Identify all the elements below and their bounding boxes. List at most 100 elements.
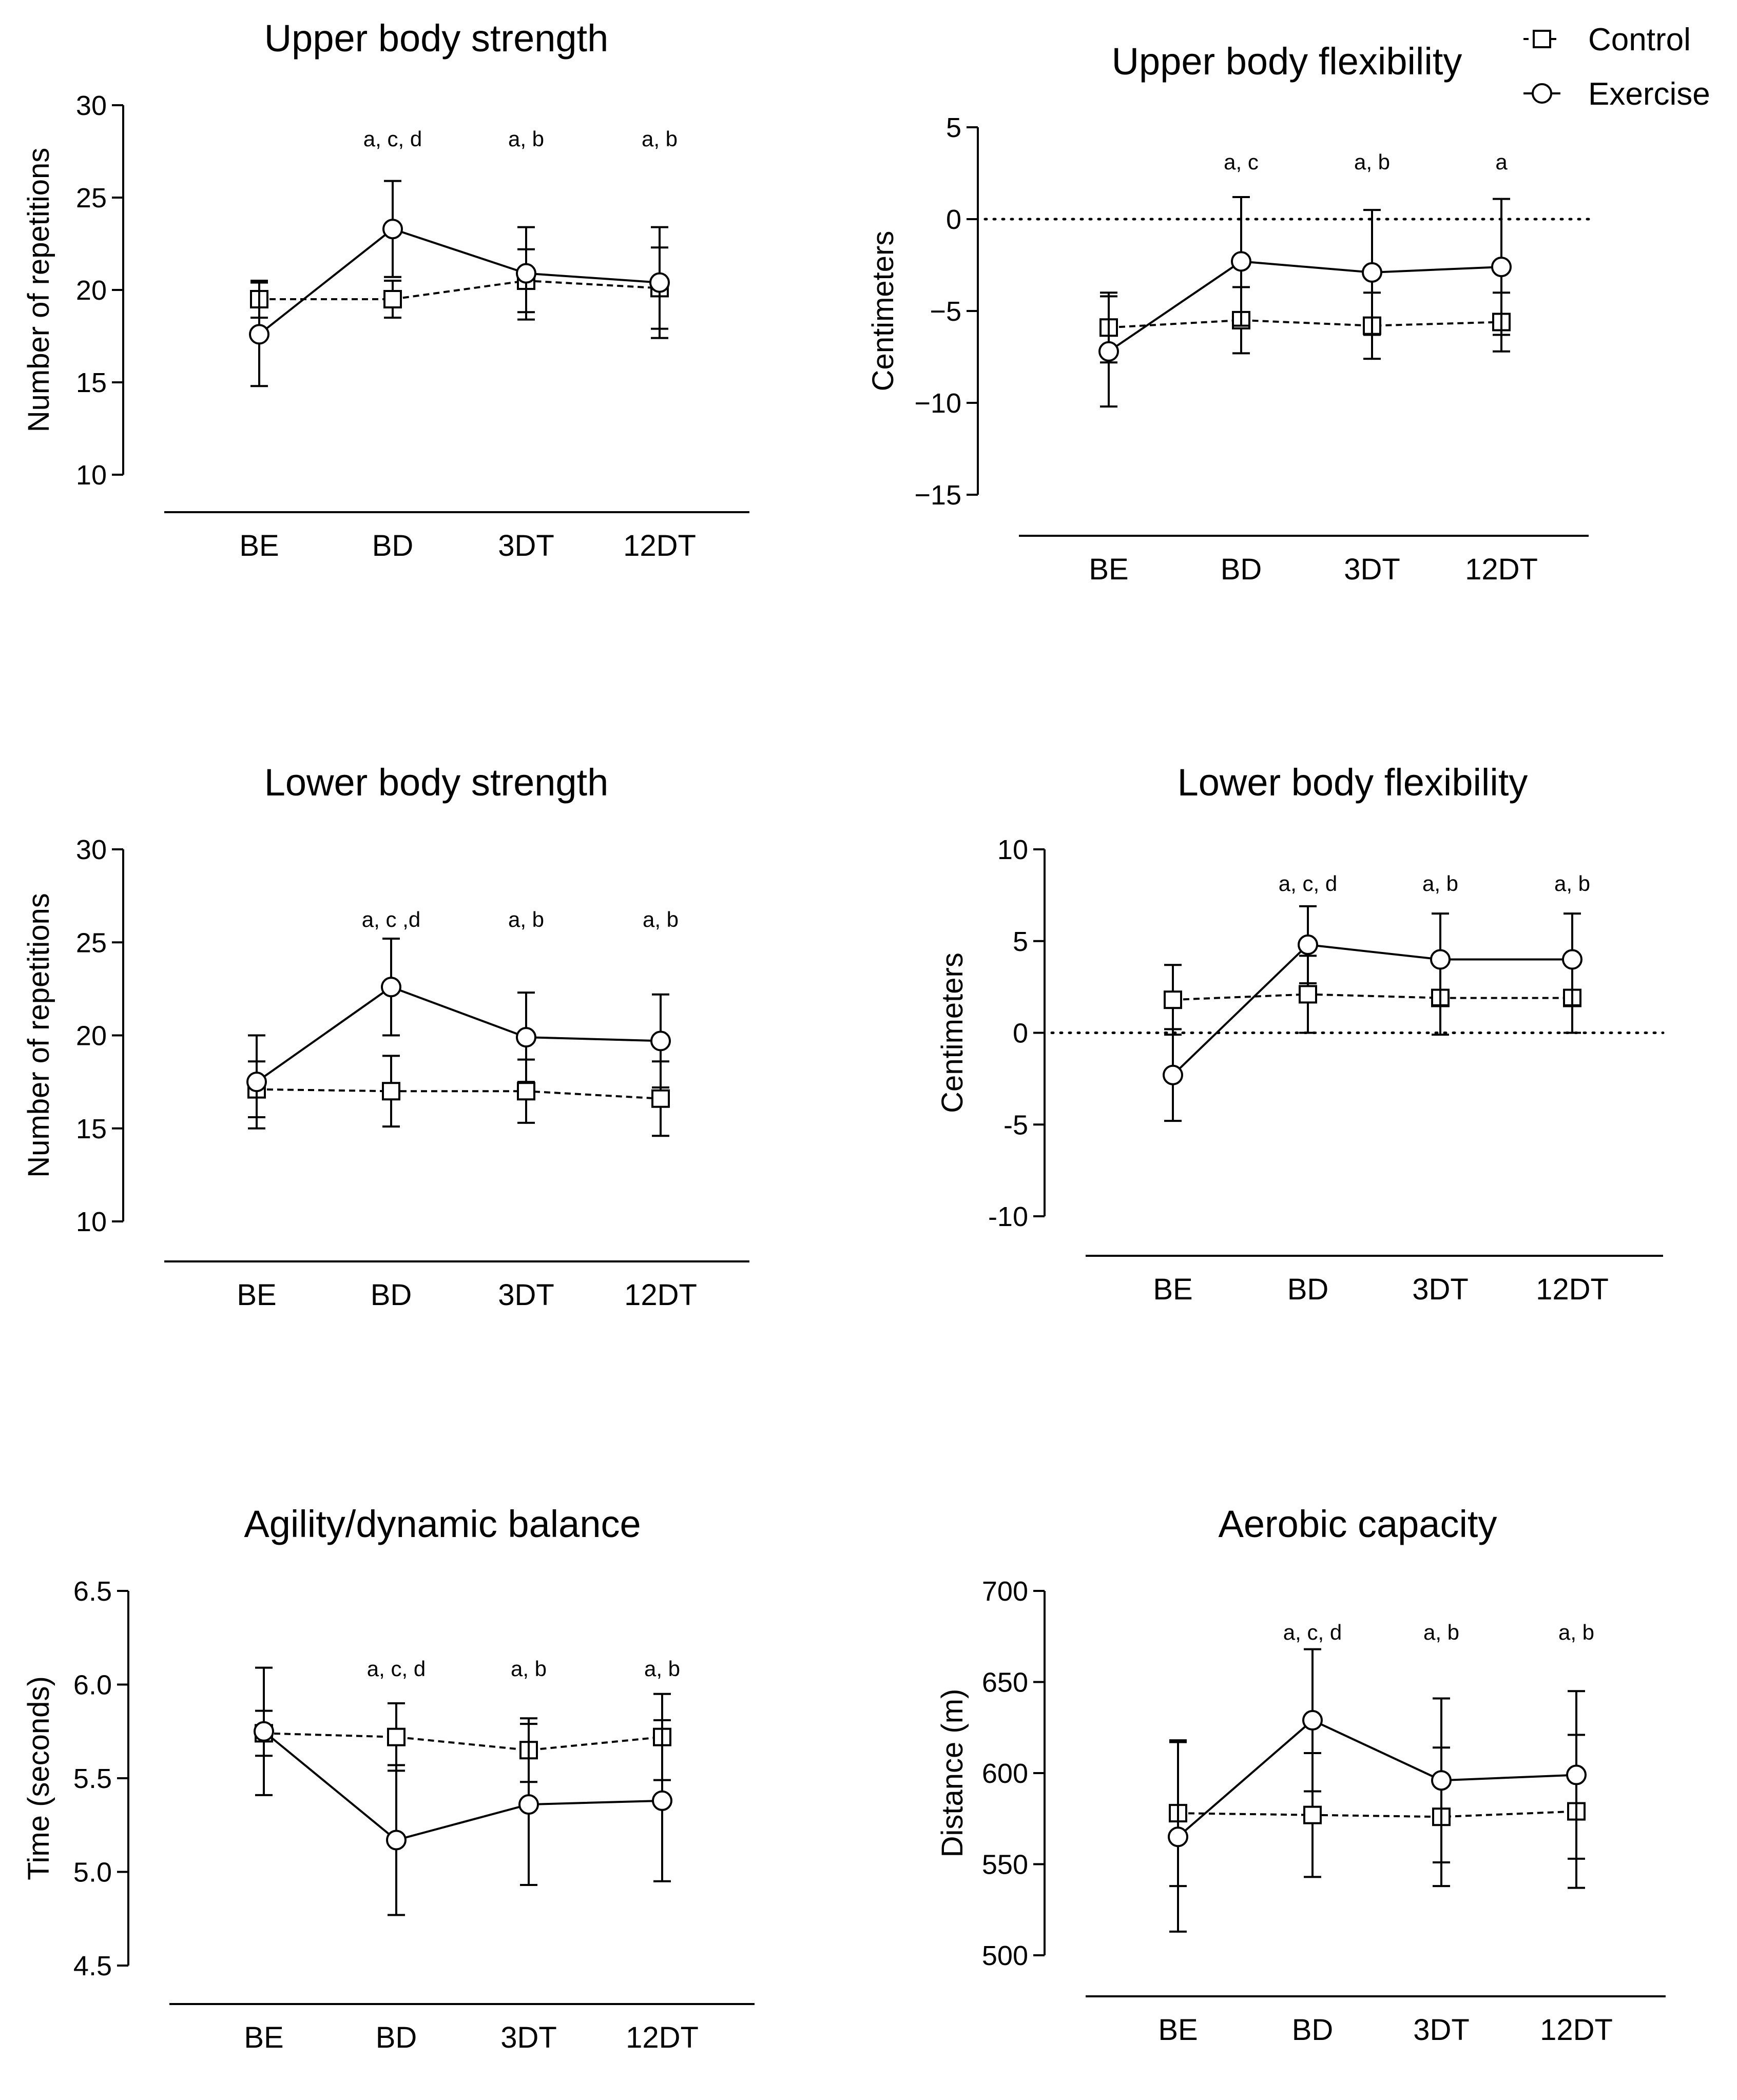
significance-annotation: a, b — [1558, 1620, 1594, 1644]
x-category-label: BD — [372, 529, 414, 562]
y-axis-label: Time (seconds) — [22, 1676, 55, 1880]
y-tick-label: 15 — [76, 1114, 107, 1144]
control-series-line — [1108, 319, 1502, 329]
y-tick-label: 5.0 — [73, 1857, 112, 1888]
significance-annotation: a, b — [1423, 1620, 1459, 1644]
control-series-line — [263, 1732, 663, 1752]
significance-annotation: a, b — [643, 907, 679, 931]
exercise-point — [1430, 949, 1451, 970]
exercise-point — [254, 1721, 274, 1742]
exercise-point — [516, 263, 536, 284]
y-tick-label: 4.5 — [73, 1951, 112, 1981]
exercise-point — [649, 272, 670, 293]
y-tick-label: 0 — [1013, 1018, 1028, 1049]
exercise-series-line — [258, 227, 660, 335]
significance-annotation: a, c, d — [363, 127, 422, 151]
panel-agility-dynamic-balance: Agility/dynamic balance Time (seconds) 4.5… — [22, 1503, 755, 2054]
y-tick-label: −15 — [914, 480, 961, 511]
y-tick-label: 6.0 — [73, 1670, 112, 1701]
legend-exercise-symbol — [1523, 83, 1560, 104]
exercise-point — [249, 324, 269, 345]
control-point — [517, 1082, 535, 1101]
exercise-point — [1362, 262, 1382, 283]
exercise-point — [246, 1072, 267, 1093]
x-category-label: BE — [1089, 553, 1128, 586]
y-axis-label: Distance (m) — [936, 1689, 969, 1858]
x-category-label: 3DT — [1412, 1273, 1469, 1306]
x-category-label: 3DT — [500, 2021, 557, 2054]
control-series-line — [1178, 1810, 1577, 1818]
control-series-line — [259, 279, 660, 300]
y-tick-label: 20 — [76, 275, 107, 306]
exercise-point — [1562, 949, 1582, 970]
y-tick-label: 5 — [946, 112, 961, 143]
y-tick-label: 20 — [76, 1021, 107, 1052]
y-tick-label: 30 — [76, 90, 107, 121]
x-category-label: BE — [237, 1278, 276, 1312]
exercise-point — [1566, 1764, 1587, 1785]
x-category-label: BE — [239, 529, 279, 562]
exercise-point — [382, 219, 403, 240]
significance-annotation: a, b — [508, 127, 544, 151]
y-axis-label: Centimeters — [936, 952, 969, 1113]
exercise-point — [518, 1794, 539, 1815]
y-tick-label: 30 — [76, 834, 107, 865]
control-point — [387, 1727, 406, 1746]
y-axis-label: Number of repetitions — [22, 893, 55, 1177]
control-point — [383, 290, 402, 308]
y-tick-label: 650 — [982, 1667, 1028, 1698]
significance-annotation: a — [1495, 150, 1508, 174]
x-category-label: 3DT — [498, 529, 554, 562]
chart-title: Lower body flexibility — [1178, 761, 1528, 804]
exercise-point — [381, 977, 401, 998]
y-tick-label: 10 — [76, 1207, 107, 1237]
significance-annotation: a, c, d — [1283, 1620, 1342, 1644]
panel-upper-body-flexibility: Upper body flexibility Centimeters −15 −10 −… — [866, 40, 1590, 586]
panel-lower-body-strength: Lower body strength Number of repetitions… — [22, 761, 749, 1312]
y-tick-label: 5 — [1013, 926, 1028, 957]
y-tick-label: 25 — [76, 183, 107, 213]
exercise-series-line — [1172, 943, 1572, 1076]
y-tick-label: 600 — [982, 1758, 1028, 1789]
y-tick-label: 25 — [76, 927, 107, 958]
y-axis-label: Centimeters — [866, 231, 900, 392]
exercise-series-line — [256, 986, 661, 1083]
exercise-point — [386, 1830, 407, 1851]
legend-control-label: Control — [1588, 22, 1691, 57]
exercise-point — [652, 1790, 672, 1811]
exercise-series-line — [1108, 260, 1502, 353]
chart-title: Aerobic capacity — [1219, 1503, 1497, 1545]
exercise-point — [1491, 257, 1512, 278]
significance-annotation: a, c, d — [1279, 871, 1337, 896]
exercise-point — [650, 1030, 671, 1052]
x-category-label: 12DT — [623, 529, 696, 562]
x-category-label: 12DT — [626, 2021, 699, 2054]
y-tick-label: 10 — [76, 460, 107, 491]
panel-lower-body-flexibility: Lower body flexibility Centimeters -10 -5 0 5… — [936, 761, 1665, 1306]
panel-aerobic-capacity: Aerobic capacity Distance (m) 500 550 600 650… — [936, 1503, 1666, 2047]
exercise-point — [1231, 251, 1251, 272]
x-category-label: BE — [1153, 1273, 1192, 1306]
significance-annotation: a, b — [511, 1657, 547, 1681]
exercise-point — [1431, 1770, 1452, 1791]
x-category-label: BD — [376, 2021, 417, 2054]
significance-annotation: a, b — [644, 1657, 680, 1681]
y-tick-label: -5 — [1003, 1110, 1028, 1140]
y-tick-label: 0 — [946, 204, 961, 235]
x-category-label: 3DT — [1344, 553, 1400, 586]
exercise-point — [1098, 341, 1119, 362]
control-point — [1164, 990, 1182, 1009]
significance-annotation: a, c — [1224, 150, 1259, 174]
control-point — [382, 1082, 400, 1101]
significance-annotation: a, b — [508, 907, 544, 931]
y-tick-label: 6.5 — [73, 1576, 112, 1607]
y-tick-label: −5 — [930, 296, 961, 327]
x-category-label: 12DT — [1465, 553, 1538, 586]
y-tick-label: 700 — [982, 1576, 1028, 1607]
y-tick-label: 5.5 — [73, 1763, 112, 1794]
y-tick-label: 500 — [982, 1940, 1028, 1971]
x-category-label: 3DT — [1413, 2013, 1470, 2047]
y-axis-label: Number of repetitions — [22, 148, 55, 432]
control-point — [1303, 1805, 1322, 1824]
